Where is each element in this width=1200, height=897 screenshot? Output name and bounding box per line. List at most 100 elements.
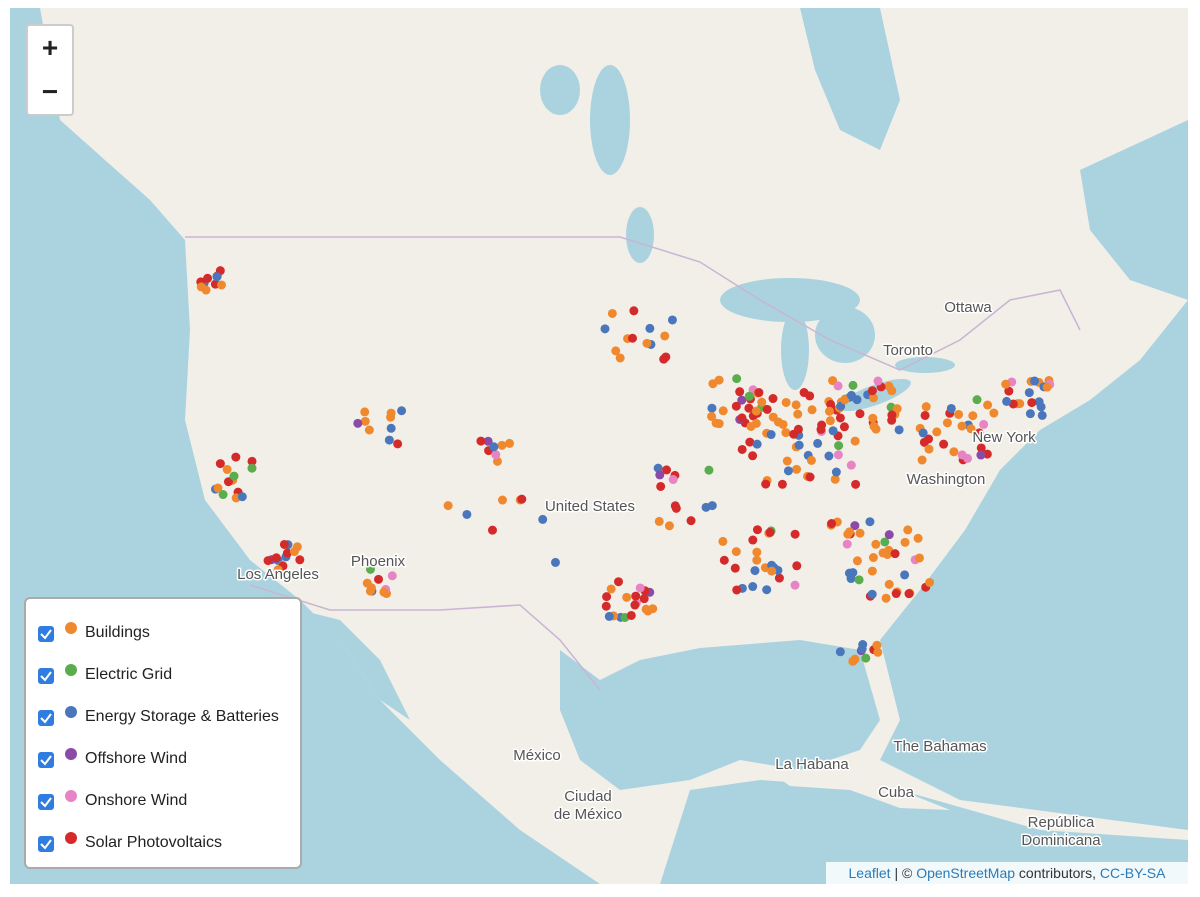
marker[interactable] (890, 549, 900, 559)
marker[interactable] (386, 408, 396, 418)
marker[interactable] (393, 439, 403, 449)
marker[interactable] (924, 444, 934, 454)
marker[interactable] (894, 425, 904, 435)
marker[interactable] (263, 556, 273, 566)
marker[interactable] (834, 441, 844, 451)
marker[interactable] (218, 490, 228, 500)
marker[interactable] (707, 403, 717, 413)
marker[interactable] (848, 380, 858, 390)
marker[interactable] (273, 565, 283, 575)
marker[interactable] (762, 585, 772, 595)
marker[interactable] (483, 436, 493, 446)
marker[interactable] (659, 354, 669, 364)
marker[interactable] (386, 423, 396, 433)
marker[interactable] (215, 459, 225, 469)
marker[interactable] (858, 640, 868, 650)
marker[interactable] (806, 455, 816, 465)
marker[interactable] (887, 386, 897, 396)
marker[interactable] (737, 413, 747, 423)
marker[interactable] (865, 517, 875, 527)
marker[interactable] (748, 535, 758, 545)
marker[interactable] (1015, 399, 1025, 409)
marker[interactable] (851, 479, 861, 489)
marker[interactable] (920, 410, 930, 420)
marker[interactable] (782, 456, 792, 466)
marker[interactable] (732, 585, 742, 595)
marker[interactable] (271, 553, 281, 563)
marker[interactable] (656, 481, 666, 491)
marker[interactable] (1001, 379, 1011, 389)
marker[interactable] (550, 557, 560, 567)
marker[interactable] (719, 555, 729, 565)
marker[interactable] (868, 393, 878, 403)
marker[interactable] (714, 419, 724, 429)
marker[interactable] (805, 472, 815, 482)
marker[interactable] (754, 388, 764, 398)
marker[interactable] (762, 404, 772, 414)
marker[interactable] (752, 525, 762, 535)
marker[interactable] (783, 466, 793, 476)
marker[interactable] (855, 528, 865, 538)
marker[interactable] (443, 501, 453, 511)
marker[interactable] (630, 600, 640, 610)
marker[interactable] (835, 413, 845, 423)
checkbox[interactable] (38, 836, 54, 852)
marker[interactable] (686, 516, 696, 526)
marker[interactable] (793, 409, 803, 419)
marker[interactable] (846, 460, 856, 470)
marker[interactable] (704, 465, 714, 475)
marker[interactable] (387, 571, 397, 581)
marker[interactable] (873, 376, 883, 386)
marker[interactable] (365, 586, 375, 596)
marker[interactable] (799, 388, 809, 398)
marker[interactable] (843, 529, 853, 539)
marker[interactable] (718, 536, 728, 546)
marker[interactable] (892, 404, 902, 414)
marker[interactable] (718, 406, 728, 416)
marker[interactable] (878, 548, 888, 558)
marker[interactable] (353, 418, 363, 428)
marker[interactable] (867, 386, 877, 396)
marker[interactable] (900, 570, 910, 580)
marker[interactable] (826, 399, 836, 409)
marker[interactable] (1030, 376, 1040, 386)
marker[interactable] (607, 308, 617, 318)
marker[interactable] (884, 579, 894, 589)
marker[interactable] (360, 407, 370, 417)
marker[interactable] (767, 566, 777, 576)
marker[interactable] (921, 402, 931, 412)
marker[interactable] (397, 406, 407, 416)
marker[interactable] (642, 338, 652, 348)
checkbox[interactable] (38, 626, 54, 642)
marker[interactable] (622, 592, 632, 602)
marker[interactable] (873, 647, 883, 657)
marker[interactable] (852, 395, 862, 405)
marker[interactable] (231, 452, 241, 462)
marker[interactable] (655, 470, 665, 480)
marker[interactable] (774, 573, 784, 583)
marker[interactable] (487, 525, 497, 535)
marker[interactable] (752, 547, 762, 557)
marker[interactable] (731, 547, 741, 557)
marker[interactable] (491, 450, 501, 460)
marker[interactable] (223, 477, 233, 487)
marker[interactable] (654, 516, 664, 526)
marker[interactable] (662, 465, 672, 475)
marker[interactable] (833, 381, 843, 391)
checkbox[interactable] (38, 752, 54, 768)
marker[interactable] (869, 421, 879, 431)
marker[interactable] (807, 405, 817, 415)
marker[interactable] (279, 539, 289, 549)
marker[interactable] (966, 424, 976, 434)
marker[interactable] (237, 492, 247, 502)
marker[interactable] (976, 450, 986, 460)
marker[interactable] (830, 474, 840, 484)
marker[interactable] (1042, 382, 1052, 392)
marker[interactable] (831, 467, 841, 477)
marker[interactable] (840, 395, 850, 405)
marker[interactable] (835, 647, 845, 657)
marker[interactable] (777, 479, 787, 489)
marker[interactable] (957, 421, 967, 431)
marker[interactable] (1024, 388, 1034, 398)
marker[interactable] (751, 418, 761, 428)
